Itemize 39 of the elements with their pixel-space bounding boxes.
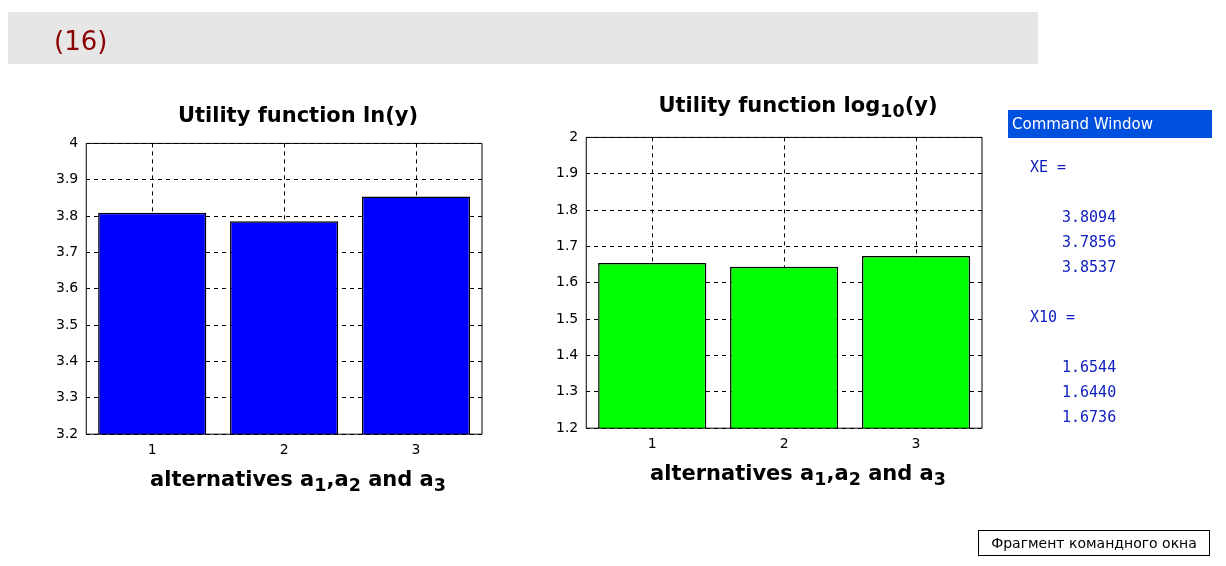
y-tick-label: 1.8 bbox=[556, 200, 579, 217]
y-tick-label: 2 bbox=[569, 128, 579, 145]
text: Command Window bbox=[1008, 110, 1212, 138]
chart-title: Utility function ln(y) bbox=[176, 103, 420, 127]
y-tick-label: 1.6 bbox=[556, 273, 579, 290]
y-tick-label: 1.5 bbox=[556, 309, 579, 326]
y-tick-label: 3.3 bbox=[56, 388, 79, 405]
y-tick-label: 3.7 bbox=[56, 243, 79, 260]
y-tick-label: 1.4 bbox=[556, 346, 579, 363]
x-axis-title: alternatives a$_{1}$,a$_{2}$ and a$_{3}$ bbox=[149, 467, 447, 496]
text: 3.7856 bbox=[1062, 233, 1117, 251]
text: (16) bbox=[54, 26, 108, 56]
x-tick-label: 2 bbox=[279, 441, 289, 458]
x-tick-label: 1 bbox=[147, 441, 157, 458]
text: 3.8537 bbox=[1062, 258, 1117, 276]
x-axis-title: alternatives a$_{1}$,a$_{2}$ and a$_{3}$ bbox=[649, 461, 947, 490]
y-tick-label: 3.8 bbox=[56, 206, 79, 223]
y-tick-label: 3.5 bbox=[56, 315, 79, 332]
x-tick-label: 3 bbox=[911, 435, 921, 452]
y-tick-label: 1.3 bbox=[556, 382, 579, 399]
text: XE = bbox=[1030, 158, 1067, 176]
text: 1.6544 bbox=[1062, 358, 1117, 376]
text: 3.8094 bbox=[1062, 208, 1117, 226]
y-tick-label: 1.7 bbox=[556, 237, 579, 254]
text: 1.6440 bbox=[1062, 383, 1117, 401]
y-tick-label: 1.2 bbox=[556, 419, 579, 436]
text: Фрагмент командного окна bbox=[978, 530, 1210, 556]
y-tick-label: 3.4 bbox=[56, 352, 79, 369]
y-tick-label: 1.9 bbox=[556, 164, 579, 181]
y-tick-label: 3.9 bbox=[56, 170, 79, 187]
y-tick-label: 4 bbox=[69, 134, 79, 151]
x-tick-label: 2 bbox=[779, 435, 789, 452]
y-tick-label: 3.6 bbox=[56, 279, 79, 296]
y-tick-label: 3.2 bbox=[56, 424, 79, 441]
chart-title: Utility function log$_{10}$(y) bbox=[657, 93, 939, 122]
x-tick-label: 1 bbox=[647, 435, 657, 452]
text: 1.6736 bbox=[1062, 408, 1117, 426]
text: X10 = bbox=[1030, 308, 1076, 326]
x-tick-label: 3 bbox=[411, 441, 421, 458]
